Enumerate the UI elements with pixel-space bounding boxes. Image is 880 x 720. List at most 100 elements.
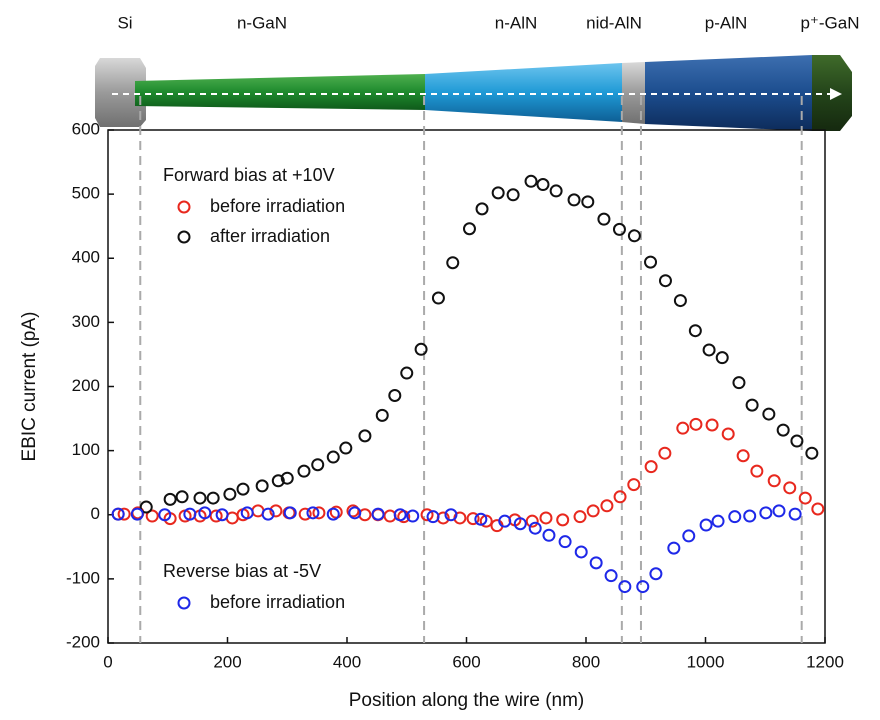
data-point — [491, 186, 505, 200]
data-point — [183, 507, 197, 521]
y-tick-label: 600 — [72, 119, 100, 138]
x-tick-label: 800 — [572, 652, 600, 671]
data-point — [475, 202, 489, 216]
data-point — [805, 446, 819, 460]
legend-label: after irradiation — [210, 226, 330, 246]
data-point — [549, 184, 563, 198]
y-tick-label: 200 — [72, 376, 100, 395]
data-point — [728, 510, 742, 524]
data-point — [762, 407, 776, 421]
data-point — [556, 513, 570, 527]
data-point — [658, 446, 672, 460]
data-point — [790, 434, 804, 448]
data-point — [613, 490, 627, 504]
data-point — [721, 427, 735, 441]
data-point — [536, 178, 550, 192]
data-point — [574, 545, 588, 559]
segment-label: n-GaN — [237, 13, 287, 32]
y-tick-label: 300 — [72, 312, 100, 331]
data-point — [586, 504, 600, 518]
data-point — [206, 491, 220, 505]
data-point — [776, 423, 790, 437]
y-tick-label: -200 — [66, 632, 100, 651]
data-point — [506, 188, 520, 202]
data-point — [348, 506, 362, 520]
y-tick-label: 400 — [72, 248, 100, 267]
data-point — [223, 487, 237, 501]
data-point — [175, 490, 189, 504]
data-point — [798, 491, 812, 505]
data-point — [145, 509, 159, 523]
data-point — [236, 482, 250, 496]
data-point — [636, 580, 650, 594]
data-point — [597, 212, 611, 226]
data-point — [414, 342, 428, 356]
data-point — [745, 398, 759, 412]
data-point — [627, 478, 641, 492]
segment-label: n-AlN — [495, 13, 538, 32]
data-point — [542, 528, 556, 542]
data-point — [705, 418, 719, 432]
legend-marker — [177, 200, 191, 214]
legend-marker — [177, 230, 191, 244]
data-point — [715, 351, 729, 365]
data-point — [474, 512, 488, 526]
data-point — [358, 508, 372, 522]
data-point — [600, 499, 614, 513]
legend-title: Forward bias at +10V — [163, 165, 335, 185]
data-point — [444, 508, 458, 522]
x-tick-label: 400 — [333, 652, 361, 671]
data-point — [111, 507, 125, 521]
data-point — [139, 500, 153, 514]
data-point — [198, 506, 212, 520]
data-point — [406, 509, 420, 523]
data-point — [711, 514, 725, 528]
data-point — [280, 471, 294, 485]
data-point — [759, 506, 773, 520]
data-point — [158, 508, 172, 522]
data-point — [702, 343, 716, 357]
data-point — [193, 491, 207, 505]
data-point — [326, 450, 340, 464]
legend-label: before irradiation — [210, 196, 345, 216]
data-point — [261, 507, 275, 521]
y-axis-title: EBIC current (pA) — [19, 312, 40, 462]
y-tick-label: -100 — [66, 568, 100, 587]
y-tick-label: 500 — [72, 184, 100, 203]
data-point — [732, 376, 746, 390]
data-point — [346, 504, 360, 518]
data-point — [297, 464, 311, 478]
data-point — [772, 504, 786, 518]
data-point — [371, 507, 385, 521]
data-point — [524, 174, 538, 188]
data-point — [375, 408, 389, 422]
data-point — [750, 464, 764, 478]
legend-bg — [158, 162, 408, 250]
segment-label: p-AlN — [705, 13, 748, 32]
legend-bg — [158, 558, 408, 616]
legend-title: Reverse bias at -5V — [163, 561, 321, 581]
data-point — [446, 256, 460, 270]
data-point — [667, 541, 681, 555]
data-point — [676, 421, 690, 435]
data-point — [528, 521, 542, 535]
data-point — [462, 222, 476, 236]
data-point — [163, 492, 177, 506]
data-point — [271, 474, 285, 488]
data-point — [312, 506, 326, 520]
data-point — [240, 506, 254, 520]
data-point — [567, 193, 581, 207]
data-point — [699, 518, 713, 532]
y-tick-label: 0 — [91, 504, 100, 523]
data-point — [644, 460, 658, 474]
data-point — [393, 508, 407, 522]
nanowire — [95, 55, 852, 131]
data-point — [589, 556, 603, 570]
data-point — [358, 429, 372, 443]
data-point — [627, 229, 641, 243]
data-point — [581, 195, 595, 209]
data-point — [326, 507, 340, 521]
data-point — [298, 507, 312, 521]
data-point — [673, 294, 687, 308]
